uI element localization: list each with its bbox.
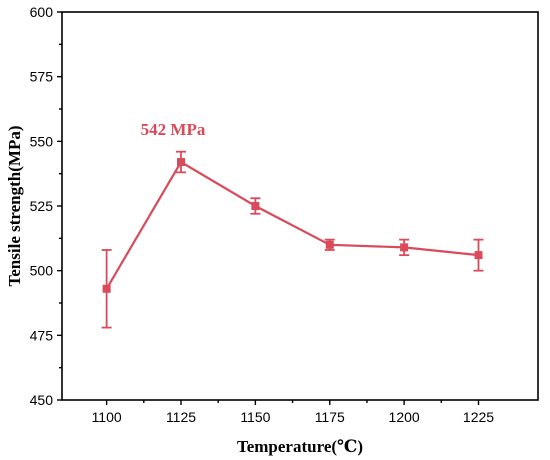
data-point	[325, 240, 334, 249]
axes	[61, 11, 539, 401]
data-point	[251, 202, 260, 210]
data-point	[102, 284, 111, 293]
x-tick-label: 1150	[240, 409, 270, 425]
y-tick-label: 575	[30, 69, 54, 85]
x-tick-label: 1175	[315, 409, 345, 425]
data-point	[177, 158, 185, 167]
x-tick-label: 1125	[166, 409, 196, 425]
y-tick-label: 450	[30, 392, 54, 408]
y-tick-label: 500	[30, 263, 54, 279]
data-point	[474, 251, 483, 260]
labels: Temperature(℃) Tensile strength(MPa) 542…	[5, 120, 363, 456]
y-axis-title: Tensile strength(MPa)	[5, 125, 24, 286]
y-tick-label: 475	[30, 327, 54, 343]
series-line	[105, 160, 479, 290]
x-tick-label: 1225	[463, 409, 494, 425]
x-tick-label: 1100	[92, 409, 122, 425]
series-group	[101, 150, 484, 329]
data-point	[400, 243, 409, 252]
y-tick-label: 550	[30, 133, 54, 149]
y-tick-label: 525	[30, 198, 54, 214]
peak-annotation: 542 MPa	[141, 120, 206, 139]
y-tick-label: 600	[30, 4, 54, 20]
plot-frame	[61, 11, 539, 401]
x-axis-title: Temperature(℃)	[237, 437, 363, 456]
ticks: 450 475 500 525 550 575 600 1100 1125 1150 1175 120…	[30, 4, 495, 425]
x-tick-label: 1200	[389, 409, 420, 425]
